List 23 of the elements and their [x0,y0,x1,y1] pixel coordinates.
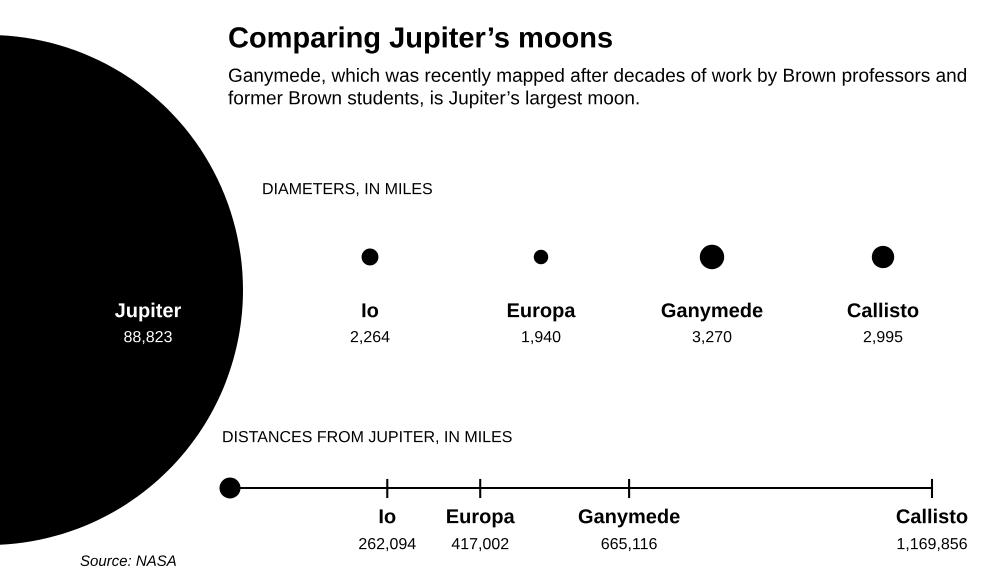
data-label: 262,094 [359,538,416,552]
category-label: Jupiter [114,302,182,322]
data-label: 1,169,856 [898,538,967,552]
category-label: Io [380,509,396,524]
data-label: 665,116 [602,538,657,552]
text: Ganymede, which was recently mapped after decades of work by Brown professors and former Brown students, is Jupiter’s largest moon. [228,68,966,108]
text: Comparing Jupiter’s moons [229,26,612,54]
data-label: 88,823 [124,330,172,344]
category-label: Callisto [896,508,968,524]
source-note: Source: NASA [80,555,176,566]
data-label: 1,940 [522,330,560,344]
category-label: Ganymede [578,508,680,528]
text: DIAMETERS, IN MILES [263,182,432,196]
data-label: 3,270 [692,330,732,344]
category-label: Europa [447,509,515,528]
category-label: Io [362,303,378,318]
text: DISTANCES FROM JUPITER, IN MILES [223,430,512,444]
category-label: Ganymede [662,302,762,322]
category-label: Europa [508,303,576,322]
data-label: 2,264 [350,330,390,344]
category-label: Callisto [848,302,918,318]
data-label: 417,002 [452,538,508,552]
data-label: 2,995 [864,330,902,344]
